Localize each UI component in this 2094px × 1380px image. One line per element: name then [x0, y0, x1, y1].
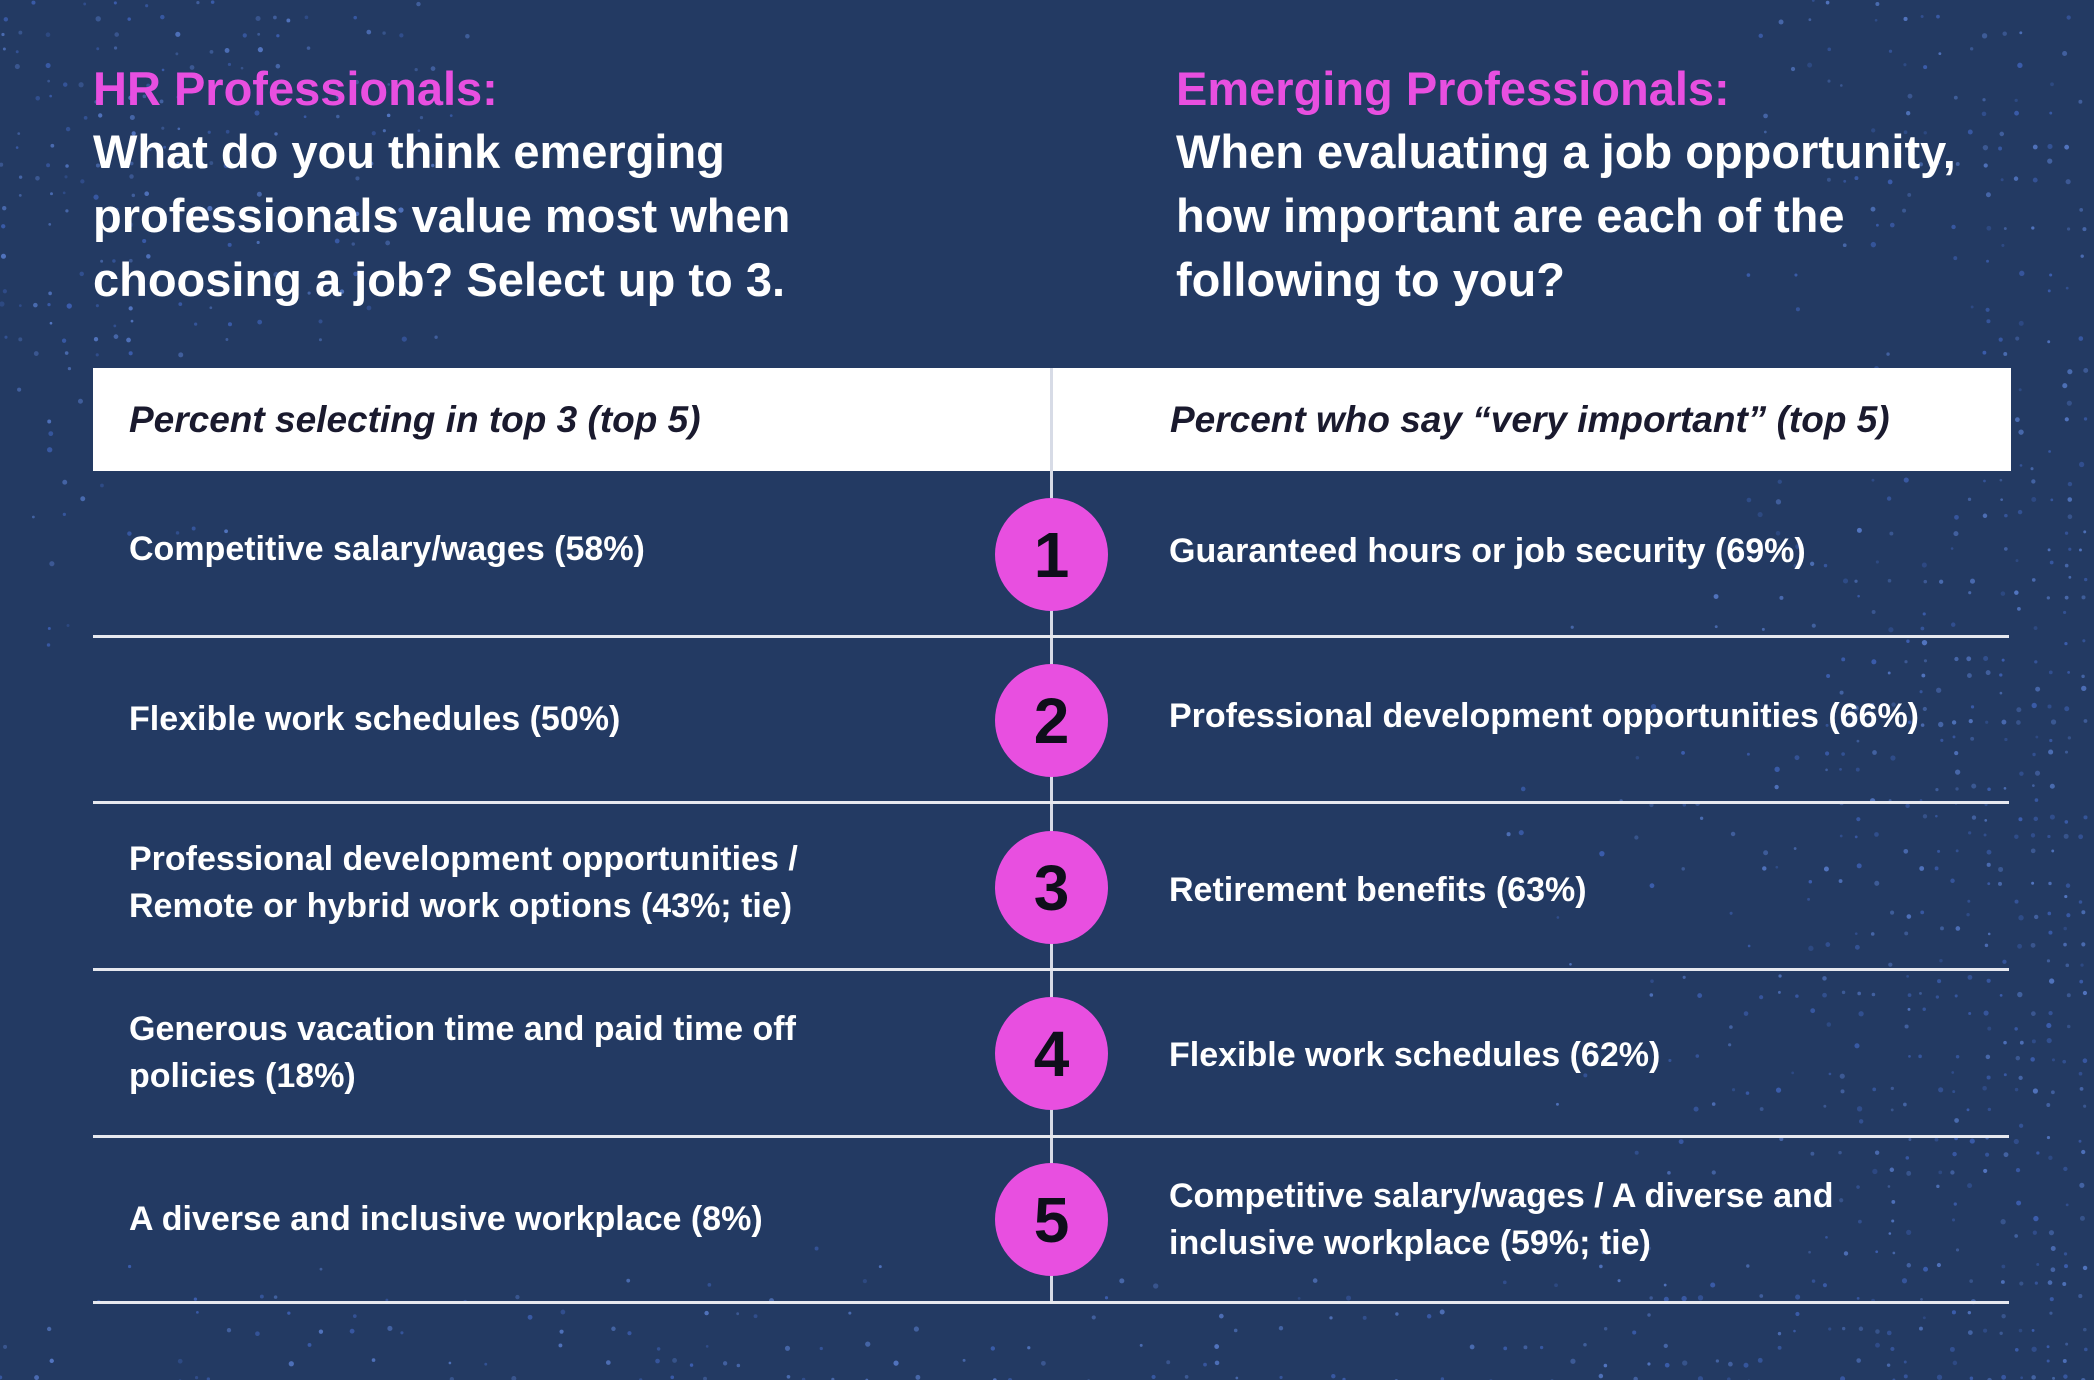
hr-rank-5-text: A diverse and inclusive workplace (8%): [129, 1200, 763, 1238]
emerging-rank-3-text: Retirement benefits (63%): [1169, 871, 1587, 909]
row-separator: [93, 635, 2009, 638]
rank-badge-3: 3: [995, 831, 1108, 944]
row-separator: [93, 1135, 2009, 1138]
emerging-rank-5-text: Competitive salary/wages / A diverse and…: [1169, 1177, 1834, 1262]
row-separator: [93, 801, 2009, 804]
hr-question: What do you think emerging professionals…: [93, 125, 791, 306]
emerging-rank-4-text: Flexible work schedules (62%): [1169, 1036, 1661, 1074]
hr-rank-2-text: Flexible work schedules (50%): [129, 700, 621, 738]
hr-rank-3-text: Professional development opportunities /…: [129, 840, 798, 925]
emerging-professionals-heading: Emerging Professionals: When evaluating …: [1176, 58, 2056, 312]
rank-badge-1: 1: [995, 498, 1108, 611]
hr-rank-1-text: Competitive salary/wages (58%): [129, 530, 645, 568]
hr-column-header: Percent selecting in top 3 (top 5): [129, 399, 701, 440]
rank-badge-4: 4: [995, 997, 1108, 1110]
rank-badge-5: 5: [995, 1163, 1108, 1276]
hr-rank-4-text: Generous vacation time and paid time off…: [129, 1010, 796, 1095]
row-separator: [93, 968, 2009, 971]
hr-professionals-heading: HR Professionals: What do you think emer…: [93, 58, 973, 312]
emerging-question: When evaluating a job opportunity, how i…: [1176, 125, 1956, 306]
emerging-rank-2-text: Professional development opportunities (…: [1169, 697, 1920, 735]
rank-badge-2: 2: [995, 664, 1108, 777]
hr-label: HR Professionals:: [93, 62, 498, 115]
row-separator: [93, 1301, 2009, 1304]
emerging-column-header: Percent who say “very important” (top 5): [1170, 399, 1890, 440]
emerging-rank-1-text: Guaranteed hours or job security (69%): [1169, 532, 1806, 570]
emerging-label: Emerging Professionals:: [1176, 62, 1730, 115]
